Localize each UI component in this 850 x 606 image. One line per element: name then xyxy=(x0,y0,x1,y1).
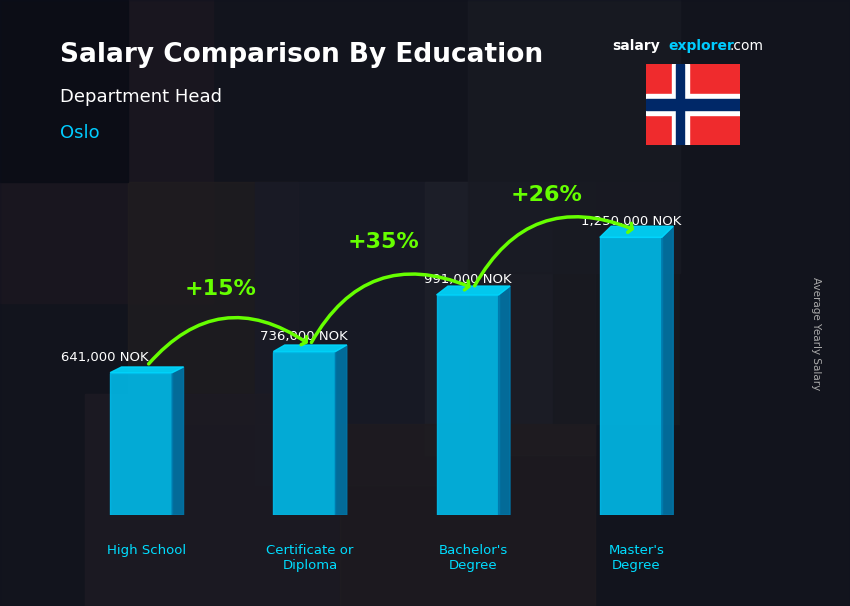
Text: +35%: +35% xyxy=(348,232,419,252)
Bar xyxy=(646,99,740,110)
Text: Master's
Degree: Master's Degree xyxy=(609,544,665,572)
Bar xyxy=(128,182,298,424)
Text: salary: salary xyxy=(612,39,660,53)
Text: Bachelor's
Degree: Bachelor's Degree xyxy=(439,544,508,572)
Bar xyxy=(680,152,850,424)
Text: 641,000 NOK: 641,000 NOK xyxy=(61,351,149,364)
Bar xyxy=(437,295,499,515)
Bar xyxy=(0,0,128,182)
Polygon shape xyxy=(499,286,510,515)
Text: 1,250,000 NOK: 1,250,000 NOK xyxy=(581,216,681,228)
Polygon shape xyxy=(662,226,673,515)
Bar xyxy=(425,182,595,454)
Bar xyxy=(255,182,468,485)
Bar xyxy=(552,182,722,424)
Bar xyxy=(600,238,662,515)
Text: Salary Comparison By Education: Salary Comparison By Education xyxy=(60,42,542,68)
Text: Department Head: Department Head xyxy=(60,88,222,106)
Bar xyxy=(676,64,684,145)
Text: .com: .com xyxy=(729,39,763,53)
Bar xyxy=(340,424,595,606)
Text: Oslo: Oslo xyxy=(60,124,99,142)
Text: Certificate or
Diploma: Certificate or Diploma xyxy=(266,544,354,572)
Text: 736,000 NOK: 736,000 NOK xyxy=(260,330,348,342)
Bar xyxy=(110,373,173,515)
Bar xyxy=(274,351,336,515)
Bar xyxy=(646,95,740,115)
Text: +26%: +26% xyxy=(511,185,583,205)
Bar xyxy=(672,64,688,145)
Polygon shape xyxy=(110,367,184,373)
Text: 991,000 NOK: 991,000 NOK xyxy=(424,273,512,286)
Bar xyxy=(0,0,212,303)
Text: explorer: explorer xyxy=(668,39,734,53)
Bar xyxy=(85,394,340,606)
Text: Average Yearly Salary: Average Yearly Salary xyxy=(811,277,821,390)
Polygon shape xyxy=(173,367,184,515)
Polygon shape xyxy=(437,286,510,295)
Text: +15%: +15% xyxy=(184,279,256,299)
Bar xyxy=(468,0,680,273)
Polygon shape xyxy=(274,345,347,351)
Text: High School: High School xyxy=(107,544,186,557)
Polygon shape xyxy=(600,226,673,238)
Polygon shape xyxy=(336,345,347,515)
